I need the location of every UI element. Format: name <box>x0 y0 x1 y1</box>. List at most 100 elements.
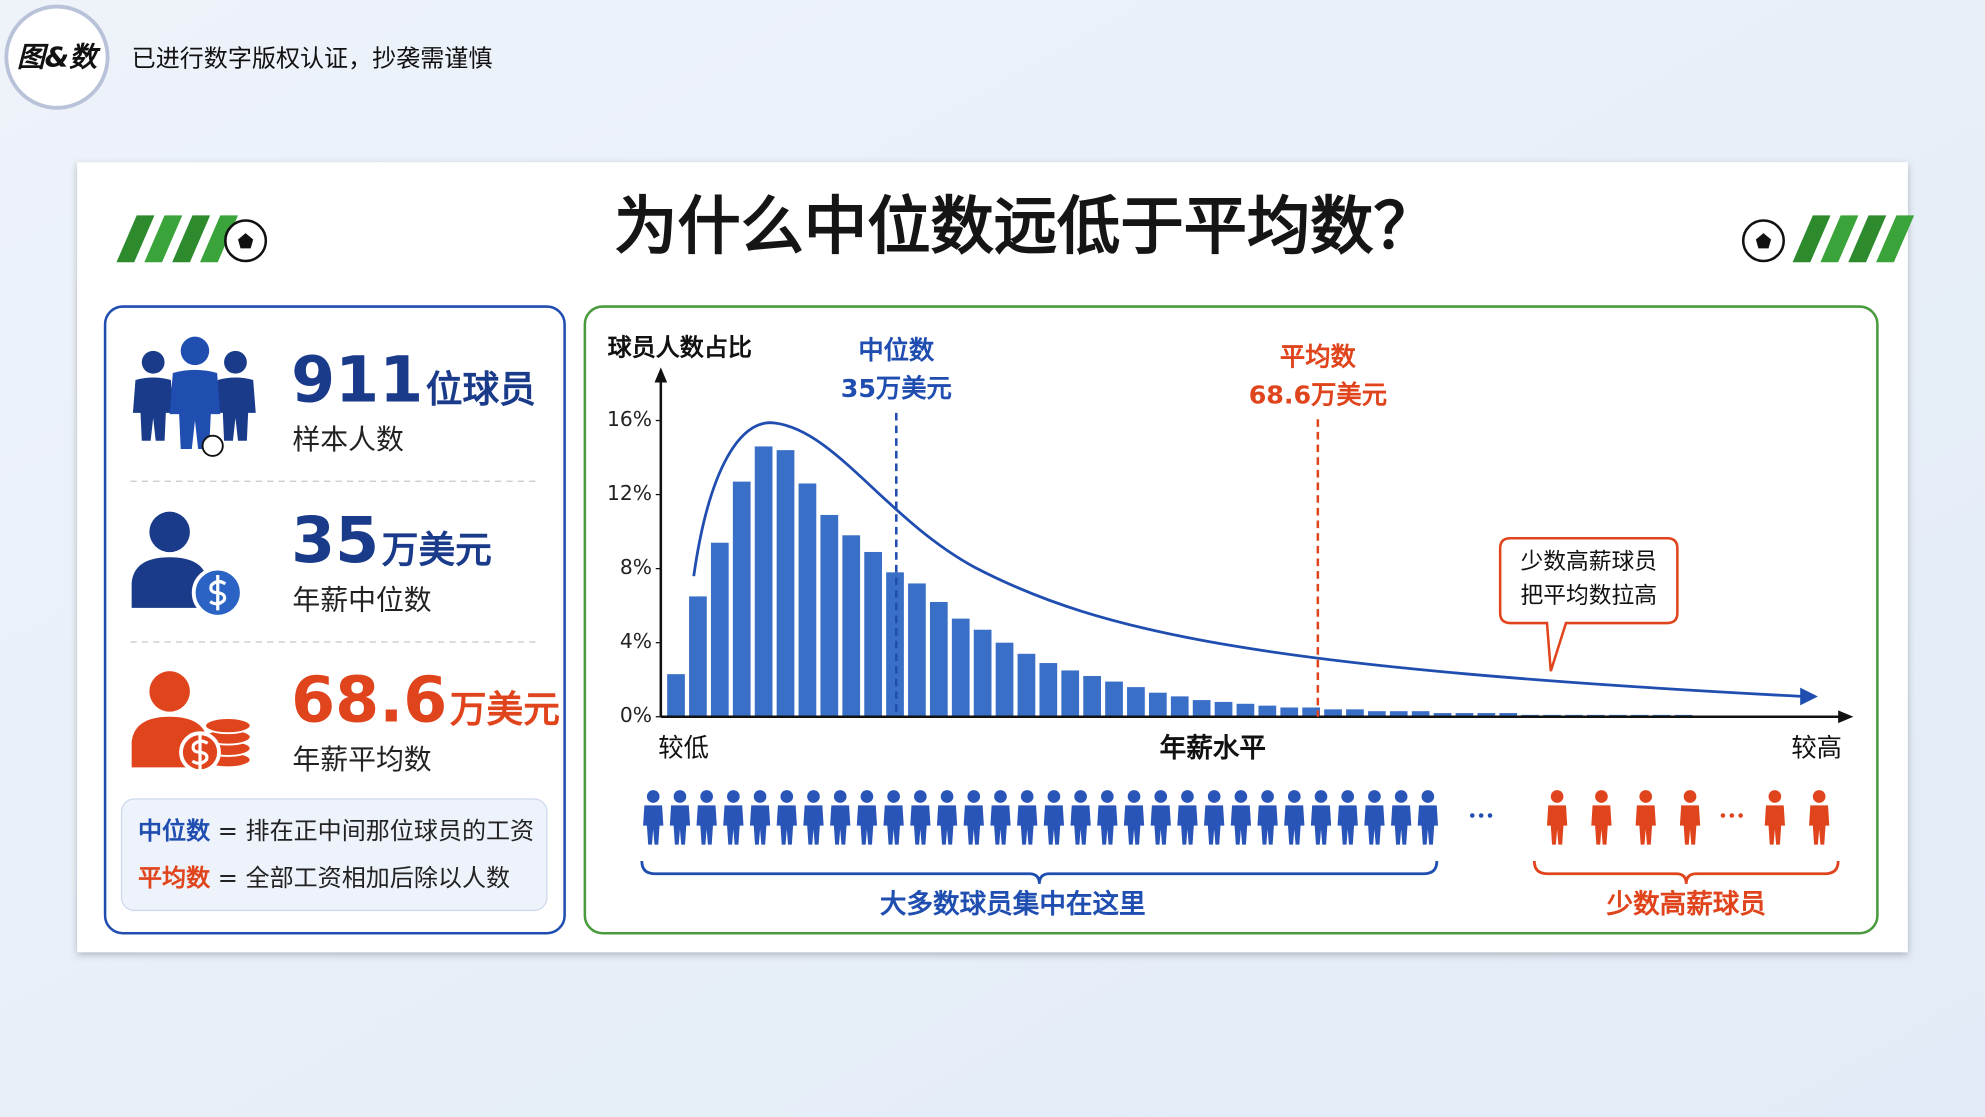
icon-head <box>1595 790 1608 803</box>
icon-head <box>1683 790 1697 803</box>
bar <box>951 618 970 717</box>
bar <box>1389 711 1408 717</box>
icon-body <box>1123 805 1145 845</box>
person-body <box>169 369 221 449</box>
x-axis-arrow <box>1838 710 1854 724</box>
icon-head <box>1074 790 1087 803</box>
bar <box>1061 670 1080 717</box>
chart-panel <box>583 305 1879 935</box>
chart: 球员人数占比 0% 4% 8% 12% 16% 中位数 35万美元 平均数 68.6万美元少数高薪… <box>607 333 1854 920</box>
bar <box>776 450 795 717</box>
icon-head <box>1261 790 1274 803</box>
bar <box>1192 700 1211 717</box>
x-range-label: 较低 <box>658 734 709 763</box>
bar <box>1105 681 1123 717</box>
icon-body <box>669 805 691 845</box>
icon-body <box>1177 805 1198 845</box>
icon-head <box>753 790 767 803</box>
dollar-sign <box>209 574 227 611</box>
icon-body <box>1150 805 1171 845</box>
bar <box>1455 713 1474 717</box>
icon-head <box>914 790 927 803</box>
icon-body <box>1635 805 1656 845</box>
logo-badge <box>4 4 110 110</box>
icon-head <box>1368 790 1381 803</box>
icon-head <box>1394 790 1408 803</box>
bar <box>1346 709 1364 717</box>
deco-slash <box>116 215 155 263</box>
icon-body <box>803 805 824 845</box>
icon-head <box>727 790 740 803</box>
stat-label: 年薪平均数 <box>292 743 431 776</box>
ball-patch <box>237 233 254 249</box>
bar <box>667 674 685 717</box>
dollar-sign <box>191 734 209 770</box>
bar <box>1148 692 1167 717</box>
icon-head <box>780 790 794 803</box>
x-range-label: 较高 <box>1791 734 1842 763</box>
notice: 已进行数字版权认证，抄袭需谨慎 <box>132 45 493 73</box>
bar <box>1302 707 1320 717</box>
bar <box>1499 713 1518 717</box>
icon-body <box>990 805 1011 845</box>
bar <box>1367 711 1386 717</box>
icon-body <box>1679 805 1701 845</box>
deco-slash <box>200 215 238 263</box>
ball-patch <box>1755 233 1772 249</box>
y-tick-label: 8% <box>620 555 652 579</box>
bar <box>1017 653 1036 717</box>
callout-box <box>1498 536 1679 672</box>
group-label: 少数高薪球员 <box>1606 889 1765 920</box>
icon-head <box>860 790 874 803</box>
brace <box>640 860 1439 884</box>
y-axis-arrow <box>654 367 668 383</box>
icon-head <box>1020 790 1034 803</box>
icon-body <box>883 805 904 845</box>
icon-body <box>1204 805 1225 845</box>
bar <box>820 514 839 717</box>
group-label: 大多数球员集中在这里 <box>880 889 1146 920</box>
icon-body <box>830 805 851 845</box>
ellipsis-dot <box>1720 813 1726 818</box>
callout-text: 把平均数拉高 <box>1520 583 1657 609</box>
deco-slash <box>1876 215 1915 263</box>
icon-head <box>994 790 1007 803</box>
stat-value: 911 <box>291 342 423 416</box>
density-curve <box>692 421 1805 698</box>
bar <box>864 551 882 717</box>
y-axis-title: 球员人数占比 <box>608 333 752 361</box>
definition-text: = 全部工资相加后除以人数 <box>218 864 510 892</box>
bust-body <box>131 557 208 608</box>
icon-head <box>1287 790 1301 803</box>
icon-head <box>1207 790 1221 803</box>
person-head <box>141 350 165 374</box>
bar <box>1214 701 1233 717</box>
deco-slash <box>1848 215 1887 263</box>
icon-body <box>643 805 664 845</box>
stat-unit: 万美元 <box>450 688 560 731</box>
definition-term: 中位数 <box>138 817 211 845</box>
person-body <box>132 377 174 441</box>
stat-unit: 位球员 <box>426 368 536 411</box>
icon-body <box>1337 805 1358 845</box>
deco-slash <box>144 215 183 263</box>
icon-head <box>807 790 820 803</box>
ellipsis-dot <box>1478 813 1484 818</box>
icon-body <box>696 805 717 845</box>
icon-body <box>963 805 984 845</box>
icon-body <box>1230 805 1252 845</box>
callout-text: 少数高薪球员 <box>1520 549 1657 575</box>
icon-body <box>1809 805 1830 845</box>
icon-body <box>856 805 878 845</box>
stat-label: 年薪中位数 <box>292 584 431 617</box>
icon-body <box>1070 805 1091 845</box>
bar <box>842 535 861 717</box>
x-axis-title: 年薪水平 <box>1160 733 1266 764</box>
ball <box>201 434 224 457</box>
logo: 图&数 <box>17 40 101 73</box>
icon-body <box>1257 805 1278 845</box>
stat-value: 35 <box>291 503 379 577</box>
bar <box>1280 707 1299 717</box>
icon-body <box>936 805 958 845</box>
